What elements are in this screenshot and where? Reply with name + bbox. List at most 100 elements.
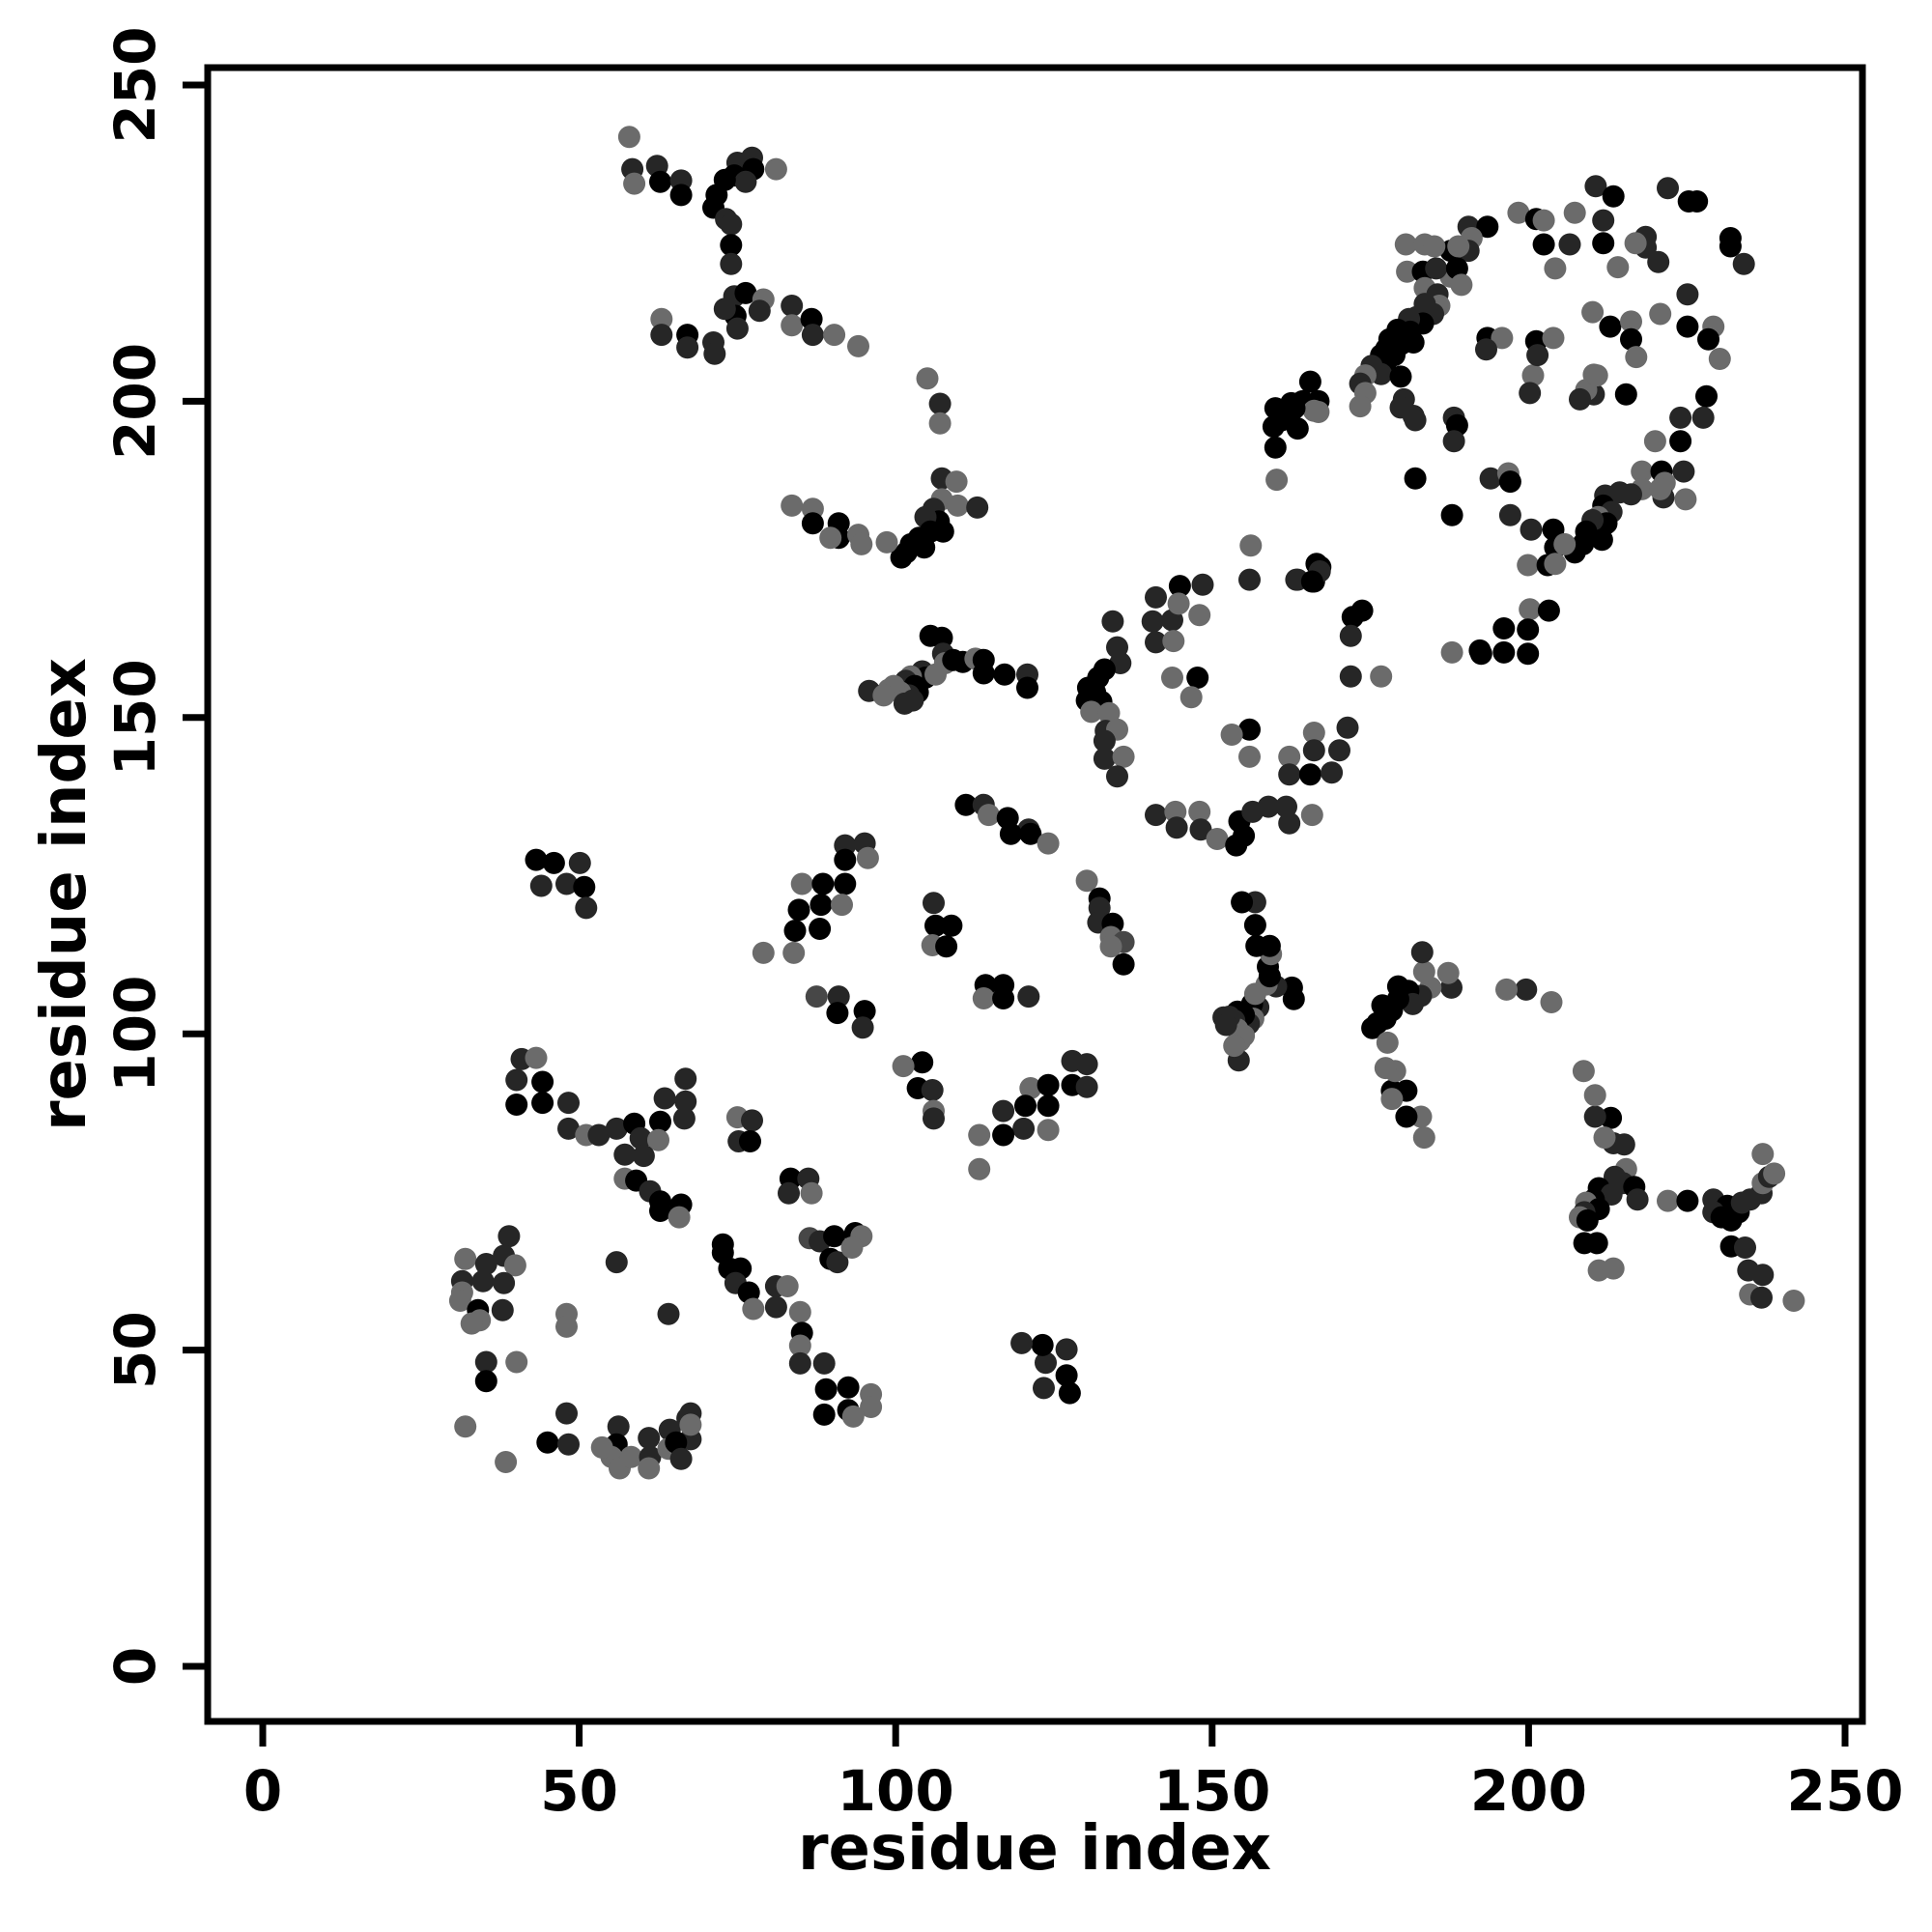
contact-point [1491,327,1514,350]
contact-point [1106,765,1128,788]
contact-point [1167,592,1190,615]
contact-point [741,1109,763,1132]
contact-point [1278,745,1301,768]
contact-point [1447,235,1470,258]
contact-point [474,1350,497,1374]
contact-point [529,874,553,897]
contact-point [781,295,804,317]
contact-point [840,1236,864,1259]
contact-point [1669,430,1692,453]
contact-point [1495,978,1518,1001]
contact-point [1389,365,1412,388]
contact-point [1517,554,1540,577]
contact-point [1376,1031,1399,1054]
contact-point [1558,233,1581,256]
contact-point [557,1433,580,1456]
contact-point [505,1350,528,1374]
contact-point [505,1068,528,1092]
contact-point [1328,739,1350,762]
contact-point [992,1099,1015,1122]
contact-point [1394,233,1417,256]
contact-point [1450,273,1473,297]
contact-point [1600,1106,1623,1129]
contact-point [1395,1105,1418,1128]
contact-point [1264,436,1287,459]
contact-point [823,1225,846,1248]
y-tick-label: 50 [102,1311,168,1389]
y-tick-label: 100 [102,976,168,1093]
contact-point [1280,976,1303,999]
contact-point [893,692,916,715]
contact-point [1612,1133,1635,1156]
contact-point [713,298,736,321]
contact-point [1532,233,1555,256]
contact-point [1179,686,1203,709]
contact-point [619,1445,642,1468]
contact-point [531,1092,554,1115]
contact-point [826,1002,849,1025]
contact-point [632,1145,655,1168]
contact-point [505,1094,528,1116]
contact-point [1625,346,1648,369]
contact-point [1278,763,1301,786]
contact-point [525,1046,548,1069]
contact-point [1336,716,1359,739]
contact-point [720,252,743,275]
contact-point [1389,396,1412,419]
contact-point [1649,302,1672,326]
contact-point [1037,832,1060,855]
contact-point [653,1087,676,1110]
contact-point [1055,1364,1078,1387]
contact-point [555,1402,578,1425]
contact-point [1631,460,1654,483]
contact-point [1010,1331,1034,1354]
contact-point [992,1123,1015,1147]
contact-point [573,875,596,898]
contact-point [860,1396,883,1418]
contact-point [1264,397,1287,420]
contact-point [1037,1073,1060,1096]
contact-point [1412,960,1435,983]
contact-point [1238,718,1261,741]
contact-point [1238,568,1261,591]
contact-point [649,1110,671,1133]
contact-point [1479,467,1502,490]
contact-point [875,530,898,554]
contact-point [1593,1126,1616,1150]
y-tick-label: 150 [102,659,168,776]
contact-point [1188,800,1211,823]
contact-point [1278,811,1301,835]
x-tick-label: 150 [1153,1758,1270,1824]
contact-point [841,1405,865,1428]
contact-point [851,1016,874,1039]
contact-point [1112,745,1135,768]
contact-point [940,914,963,937]
contact-point [1526,344,1549,367]
contact-point [734,281,757,304]
contact-point [911,1051,934,1074]
contact-point [1686,190,1709,213]
contact-point [460,1312,483,1335]
contact-point [968,1157,991,1180]
contact-point [811,872,835,895]
contact-point [1584,175,1607,198]
contact-point [1233,824,1256,847]
contact-point [668,1206,691,1229]
contact-point [525,848,548,871]
contact-point [1750,1286,1773,1309]
contact-point [1620,483,1642,506]
contact-point [1606,256,1630,279]
contact-point [1599,315,1622,338]
contact-point [1374,1057,1397,1080]
contact-point [928,412,952,435]
contact-point [1168,575,1191,598]
x-axis-title: residue index [798,1813,1271,1885]
contact-point [1476,215,1499,239]
contact-point [1719,235,1742,258]
contact-point [1672,460,1695,483]
contact-point [495,1451,518,1473]
contact-point [1751,1264,1775,1287]
contact-point [623,172,646,195]
contact-point [819,526,842,550]
contact-point [629,1126,652,1150]
